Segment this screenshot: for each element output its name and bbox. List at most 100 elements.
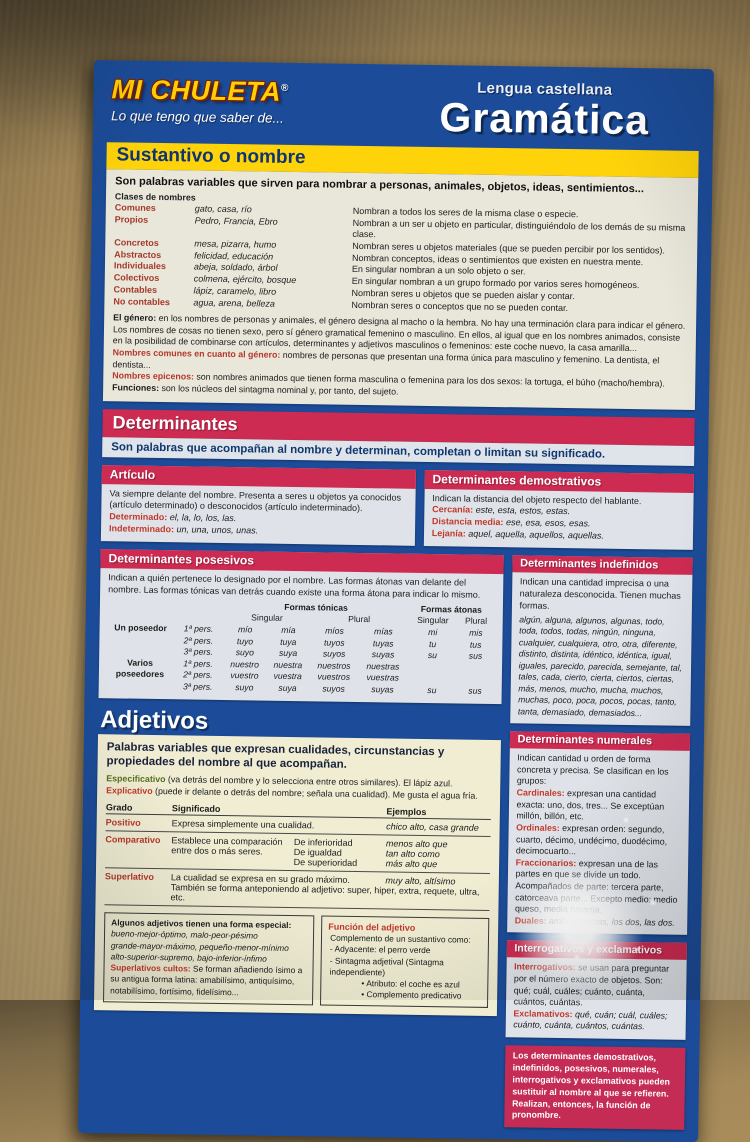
possessive-form: suyas: [371, 684, 394, 695]
possessor-group: Varios poseedores: [115, 657, 165, 680]
section-adjetivos: Adjetivos Palabras variables que expresa…: [93, 706, 501, 1016]
body-text: Indican cantidad u orden de forma concre…: [516, 752, 669, 787]
keyword-text: ambos, ambas, los dos, las dos.: [548, 915, 675, 928]
keyword-examples: este, esta, estos, estas.: [475, 505, 571, 517]
person-label: 3ª pers.: [182, 681, 213, 692]
possessive-form: nuestra: [273, 659, 303, 670]
degree-meaning: Establece una comparación entre dos o má…: [171, 835, 283, 857]
keyword: Distancia media:: [431, 516, 504, 528]
title-block: Lengua castellana Gramática: [389, 78, 700, 144]
keyword-examples: ese, esa, esos, esas.: [505, 517, 591, 529]
possessive-form: tuyos: [323, 637, 345, 648]
box-interrogativos: Interrogativos y exclamativos Interrogat…: [505, 940, 687, 1040]
possessive-form: [407, 673, 457, 685]
degree-examples: chico alto, casa grande: [386, 821, 479, 833]
right-column: Determinantes indefinidos Indican una ca…: [503, 555, 693, 1131]
card-header: MI CHULETA® Lo que tengo que saber de...…: [107, 74, 700, 143]
brand-logo-text: MI CHULETA: [111, 74, 282, 107]
possessive-form: suyo: [235, 682, 254, 693]
box-body: Indican una cantidad imprecisa o una nat…: [510, 572, 693, 726]
person-label: 1ª pers.: [183, 658, 213, 669]
note-label: Nombres comunes en cuanto al género:: [112, 347, 281, 360]
type-label: Especificativo: [106, 773, 166, 785]
subtype: De superioridad: [293, 857, 358, 868]
two-column-area: Determinantes posesivos Indican a quién …: [92, 549, 693, 1131]
example: más alto que: [385, 858, 438, 870]
adjective-bottom-boxes: Algunos adjetivos tienen una forma espec…: [103, 912, 489, 1008]
adjective-types: Especificativo (va detrás del nombre y l…: [106, 774, 491, 803]
keyword: Duales:: [514, 915, 547, 926]
special-forms-box: Algunos adjetivos tienen una forma espec…: [103, 912, 315, 1005]
possessive-form: [407, 661, 457, 673]
possessive-form: nuestros: [317, 660, 351, 671]
grammar-cheat-sheet-card: MI CHULETA® Lo que tengo que saber de...…: [78, 60, 714, 1142]
box-indefinidos: Determinantes indefinidos Indican una ca…: [509, 555, 693, 727]
box-body: Indican la distancia del objeto respecto…: [424, 488, 694, 549]
singular-header: Singular: [417, 615, 449, 626]
section-sustantivo: Sustantivo o nombre Son palabras variabl…: [102, 142, 699, 410]
table-row: Superlativo La cualidad se expresa en su…: [104, 868, 490, 911]
person-label: 2ª pers.: [183, 669, 213, 681]
keyword: Fraccionarios:: [515, 857, 577, 868]
registered-mark: ®: [281, 82, 290, 94]
degrees-table: Grado Significado Ejemplos Positivo Expr…: [104, 802, 491, 911]
box-posesivos: Determinantes posesivos Indican a quién …: [98, 549, 504, 704]
box-body: Interrogativos: se usan para preguntar p…: [505, 958, 687, 1040]
cultos-line: Superlativos cultos: Se forman añadiendo…: [110, 962, 307, 999]
left-column: Determinantes posesivos Indican a quién …: [93, 549, 504, 1016]
keyword: Ordinales:: [516, 822, 560, 833]
class-examples: Pedro, Francia, Ebro: [194, 215, 278, 227]
note-label: Nombres epicenos:: [112, 370, 195, 382]
possessive-form: mío: [237, 624, 253, 635]
possessive-form: [457, 662, 494, 674]
brand-block: MI CHULETA® Lo que tengo que saber de...: [107, 74, 390, 127]
keyword-examples: aquel, aquella, aquellos, aquellas.: [468, 528, 604, 541]
possessive-form: tuya: [280, 636, 297, 647]
keyword: Indeterminado:: [108, 523, 175, 535]
keyword-examples: el, la, lo, los, las.: [169, 512, 237, 524]
possessive-form: nuestro: [230, 658, 260, 670]
class-name: Propios: [114, 214, 149, 225]
keyword: Exclamativos:: [513, 1008, 573, 1020]
keyword-line: Interrogativos: se usan para preguntar p…: [514, 962, 679, 1011]
possessive-form: [457, 674, 494, 686]
possessor-group: Un poseedor: [114, 622, 167, 634]
function-line: - Sintagma adjetival (Sintagma independi…: [329, 955, 444, 978]
class-examples: agua, arena, belleza: [193, 297, 276, 309]
possessive-form: tuyo: [236, 635, 254, 646]
keyword: Cercanía:: [432, 504, 474, 516]
possessive-form: su: [427, 684, 437, 696]
possessive-form: vuestros: [317, 671, 351, 683]
possessive-form: suyas: [371, 649, 395, 660]
indefinite-forms-list: algún, alguna, algunos, algunas, todo, t…: [517, 613, 683, 718]
brand-logo: MI CHULETA®: [111, 74, 390, 109]
superlative-content: La cualidad se expresa en su grado máxim…: [171, 872, 490, 907]
possessive-form: tuyas: [372, 637, 394, 649]
possessive-form: mías: [374, 626, 393, 637]
body-text: Indican a quién pertenece lo designado p…: [108, 572, 481, 600]
section-determinantes: Determinantes Son palabras que acompañan…: [92, 408, 695, 1131]
note-label: El género:: [113, 312, 157, 324]
adjective-function-box: Función del adjetivo Complemento de un s…: [320, 915, 489, 1008]
degree-examples: menos alto que tan alto como más alto qu…: [386, 838, 490, 870]
keyword-line: Exclamativos: qué, cuán; cuál, cuáles; c…: [513, 1008, 678, 1034]
possessive-form: nuestras: [366, 660, 400, 672]
note-text: son los núcleos del sintagma nominal y, …: [161, 382, 399, 397]
box-articulo: Artículo Va siempre delante del nombre. …: [100, 464, 416, 546]
possessive-form: mi: [428, 626, 438, 638]
possessive-form: suya: [278, 647, 298, 659]
sustantivo-panel: Son palabras variables que sirven para n…: [102, 169, 699, 410]
box-body: Va siempre delante del nombre. Presenta …: [101, 484, 416, 546]
noun-classes-table: Comunes gato, casa, río Nombran a todos lo…: [113, 202, 688, 316]
note-emphasis: Realizan, entonces, la función de pronom…: [511, 1097, 651, 1121]
possessive-form: vuestras: [366, 672, 400, 683]
possessive-form: mía: [281, 624, 296, 635]
comparative-subtypes: De inferioridad De igualdad De superiori…: [294, 837, 386, 868]
page-title: Gramática: [439, 94, 650, 144]
possessive-form: vuestra: [273, 671, 302, 682]
possessive-form: míos: [325, 625, 344, 636]
person-label: 2ª pers.: [183, 634, 214, 646]
degree-name: Superlativo: [104, 871, 154, 882]
function-line: • Complemento predicativo: [361, 989, 462, 1001]
keyword-line: Lejanía: aquel, aquella, aquellos, aquel…: [432, 528, 685, 544]
